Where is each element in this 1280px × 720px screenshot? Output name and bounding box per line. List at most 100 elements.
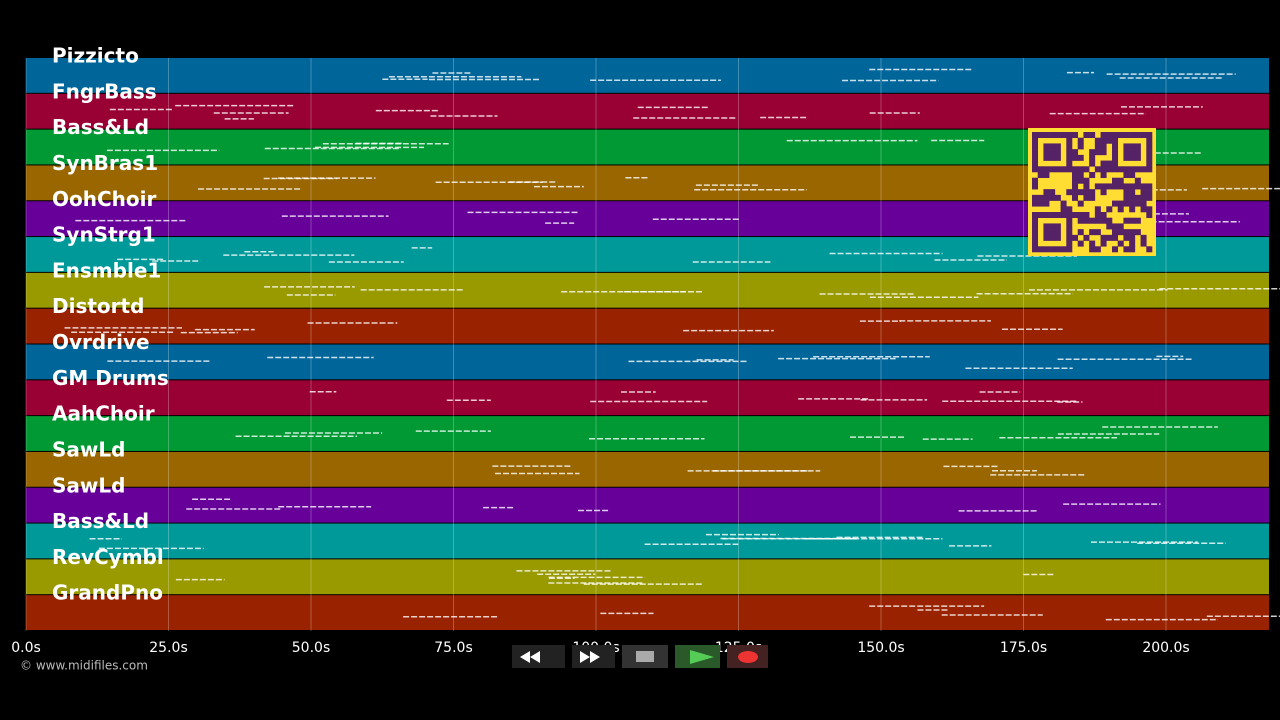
forward-button[interactable] [572, 645, 615, 668]
qr-cell [1100, 172, 1107, 179]
qr-cell [1066, 189, 1073, 196]
tick-label: 50.0s [292, 640, 330, 656]
qr-cell [1100, 143, 1107, 150]
qr-cell [1129, 229, 1136, 236]
track-row [26, 487, 1269, 523]
stop-button[interactable] [622, 645, 668, 668]
qr-cell [1054, 143, 1061, 150]
qr-cell [1112, 154, 1119, 161]
qr-cell [1072, 212, 1079, 219]
track-row [26, 523, 1269, 559]
qr-cell [1100, 240, 1107, 247]
qr-cell [1083, 166, 1090, 173]
qr-cell [1129, 166, 1136, 173]
qr-cell [1129, 240, 1136, 247]
track-label: GrandPno [52, 581, 163, 605]
qr-cell [1032, 229, 1039, 236]
play-button[interactable] [675, 645, 720, 668]
qr-cell [1077, 166, 1084, 173]
qr-cell [1054, 154, 1061, 161]
qr-cell [1140, 183, 1147, 190]
qr-cell [1129, 132, 1136, 139]
qr-cell [1123, 154, 1130, 161]
qr-cell [1054, 194, 1061, 201]
track-row [26, 58, 1269, 93]
qr-cell [1140, 166, 1147, 173]
qr-cell [1043, 194, 1050, 201]
track-label: Bass&Ld [52, 509, 149, 533]
qr-cell [1054, 229, 1061, 236]
qr-cell [1123, 246, 1130, 253]
qr-cell [1083, 189, 1090, 196]
qr-cell [1054, 166, 1061, 173]
qr-cell [1129, 246, 1136, 253]
qr-cell [1032, 240, 1039, 247]
qr-cell [1032, 166, 1039, 173]
qr-cell [1043, 246, 1050, 253]
track-label: OohChoir [52, 187, 156, 211]
qr-cell [1049, 229, 1056, 236]
qr-cell [1123, 194, 1130, 201]
qr-cell [1089, 194, 1096, 201]
qr-cell [1112, 200, 1119, 207]
qr-cell [1066, 143, 1073, 150]
qr-cell [1112, 160, 1119, 167]
qr-cell [1134, 177, 1141, 184]
qr-cell [1112, 132, 1119, 139]
qr-cell [1066, 154, 1073, 161]
track-label: AahChoir [52, 402, 155, 426]
qr-cell [1089, 189, 1096, 196]
qr-cell [1049, 189, 1056, 196]
qr-cell [1089, 172, 1096, 179]
qr-cell [1037, 212, 1044, 219]
qr-cell [1066, 229, 1073, 236]
qr-cell [1117, 240, 1124, 247]
qr-cell [1072, 154, 1079, 161]
qr-cell [1094, 166, 1101, 173]
qr-cell [1129, 189, 1136, 196]
qr-cell [1054, 149, 1061, 156]
qr-cell [1129, 194, 1136, 201]
qr-cell [1043, 229, 1050, 236]
qr-cell [1106, 183, 1113, 190]
qr-cell [1129, 143, 1136, 150]
qr-cell [1043, 189, 1050, 196]
tick-label: 175.0s [1000, 640, 1047, 656]
qr-cell [1060, 212, 1067, 219]
qr-cell [1100, 137, 1107, 144]
qr-cell [1066, 160, 1073, 167]
track-label: FngrBass [52, 79, 157, 103]
tick-label: 75.0s [434, 640, 472, 656]
qr-cell [1032, 137, 1039, 144]
qr-cell [1072, 166, 1079, 173]
qr-cell [1072, 183, 1079, 190]
rewind-button[interactable] [512, 645, 565, 668]
qr-cell [1100, 212, 1107, 219]
qr-cell [1140, 206, 1147, 213]
qr-cell [1094, 137, 1101, 144]
qr-cell [1123, 200, 1130, 207]
qr-cell [1066, 166, 1073, 173]
qr-cell [1106, 137, 1113, 144]
qr-cell [1049, 166, 1056, 173]
track-label: SynBras1 [52, 151, 158, 175]
qr-cell [1134, 132, 1141, 139]
qr-cell [1077, 240, 1084, 247]
qr-cell [1106, 206, 1113, 213]
qr-cell [1140, 132, 1147, 139]
qr-cell [1146, 194, 1153, 201]
qr-cell [1089, 154, 1096, 161]
qr-cell [1134, 143, 1141, 150]
track-label: SawLd [52, 437, 125, 461]
qr-cell [1089, 240, 1096, 247]
qr-cell [1140, 240, 1147, 247]
qr-cell [1123, 183, 1130, 190]
qr-cell [1094, 183, 1101, 190]
qr-cell [1054, 223, 1061, 230]
qr-cell [1049, 143, 1056, 150]
qr-cell [1123, 149, 1130, 156]
qr-cell [1106, 223, 1113, 230]
qr-cell [1100, 160, 1107, 167]
qr-cell [1049, 149, 1056, 156]
record-button[interactable] [727, 645, 768, 668]
